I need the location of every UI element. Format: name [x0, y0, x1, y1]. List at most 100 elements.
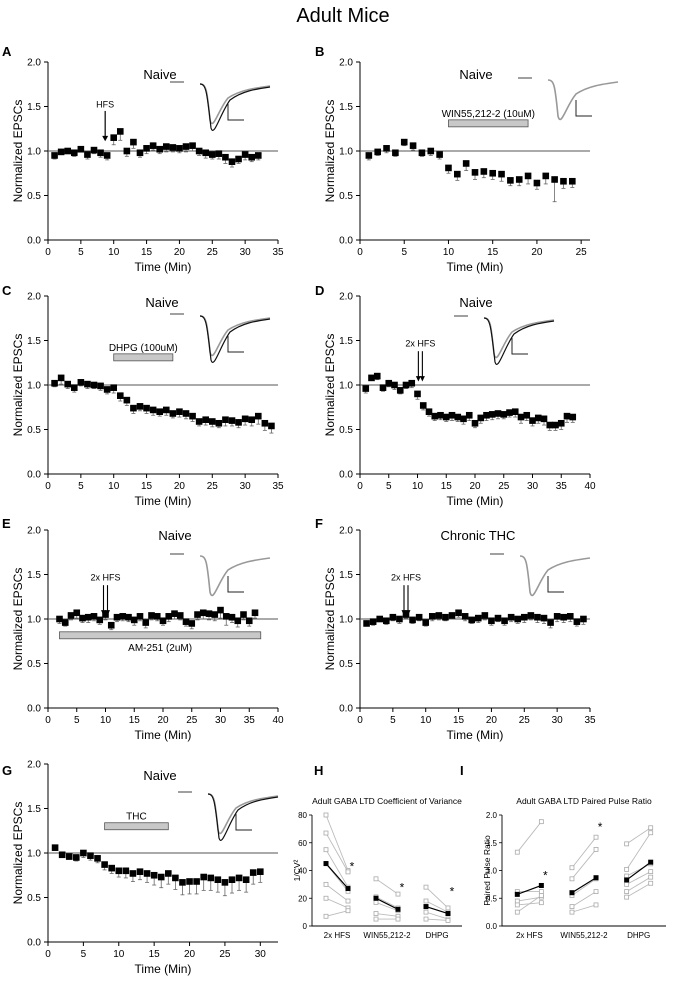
pair-point	[648, 880, 654, 886]
arrow-head	[419, 376, 425, 382]
data-point	[461, 613, 469, 620]
data-point	[515, 176, 523, 183]
data-point	[542, 172, 550, 180]
data-point	[494, 410, 502, 417]
data-point	[189, 412, 196, 420]
data-point	[431, 412, 439, 420]
data-point	[455, 609, 462, 617]
data-point	[169, 410, 177, 417]
y-tick-label: 0.0	[339, 236, 353, 247]
data-point	[94, 855, 101, 862]
drug-bar	[448, 119, 529, 128]
x-tick-label: 15	[141, 481, 153, 492]
panel-B: B Naive 0.0 0.5 1.0 1.5 2.0 0 5 10 15 20 25 Time (Min…	[315, 44, 590, 274]
pair-line	[626, 863, 651, 877]
pair-point	[445, 905, 451, 911]
data-point	[122, 867, 130, 875]
data-point	[193, 878, 200, 885]
x-tick-label: 20	[486, 715, 498, 726]
data-point	[507, 177, 514, 184]
x-axis-label: Time (Min)	[447, 494, 504, 508]
data-point	[202, 149, 210, 157]
mean-line	[626, 861, 652, 881]
y-tick-label: 0.5	[486, 894, 498, 903]
panel-I: I Adult GABA LTD Paired Pulse Ratio 0.0 0.5…	[460, 763, 666, 940]
data-point	[108, 864, 115, 872]
x-tick-label: 5	[81, 949, 87, 960]
data-point	[553, 613, 561, 620]
y-tick-label: 2.0	[27, 58, 41, 69]
x-tick-label: 10	[108, 247, 120, 258]
inset-trace	[454, 315, 555, 365]
data-point	[129, 870, 137, 877]
pair-point	[423, 898, 429, 904]
data-point	[415, 613, 423, 621]
x-tick-label: 0	[45, 715, 51, 726]
panel-title: Adult GABA LTD Paired Pulse Ratio	[516, 796, 652, 806]
panel-letter: B	[315, 44, 324, 59]
data-point	[527, 612, 535, 619]
data-point	[552, 421, 559, 429]
data-point	[57, 148, 65, 156]
pair-point	[593, 847, 599, 852]
data-point	[73, 609, 81, 617]
data-point	[517, 413, 525, 421]
data-point	[116, 392, 124, 399]
y-tick-label: 1.5	[339, 570, 353, 581]
pair-point	[624, 894, 630, 900]
y-tick-label: 1.5	[339, 336, 353, 347]
x-tick-label: 10	[420, 715, 432, 726]
data-point	[123, 147, 131, 155]
data-point	[101, 861, 108, 868]
data-point	[409, 616, 416, 624]
data-point	[84, 613, 92, 621]
x-tick-label: 35	[272, 247, 284, 258]
y-tick-label: 2.0	[27, 760, 41, 771]
x-tick-label: 25	[219, 949, 231, 960]
data-point	[77, 145, 85, 153]
data-point	[215, 419, 223, 427]
data-point	[551, 176, 558, 183]
data-point	[474, 614, 482, 622]
data-point	[77, 379, 85, 386]
data-point	[157, 873, 165, 881]
pair-point	[648, 825, 654, 831]
data-point	[489, 169, 496, 177]
data-point	[425, 408, 433, 415]
x-axis-label: Time (Min)	[135, 260, 192, 274]
pair-point	[423, 884, 429, 890]
x-tick-label: 25	[498, 481, 510, 492]
data-point	[573, 618, 581, 625]
pair-point	[624, 866, 630, 872]
y-tick-label: 0.5	[339, 659, 353, 670]
y-axis-label: Normalized EPSCs	[323, 334, 337, 437]
data-point	[67, 612, 75, 619]
data-point	[363, 620, 370, 627]
pair-line	[325, 849, 349, 888]
data-point	[427, 147, 435, 155]
x-tick-label: 40	[272, 715, 284, 726]
data-point	[130, 616, 138, 624]
data-point	[188, 620, 196, 627]
data-point	[115, 867, 123, 875]
pair-point	[538, 900, 544, 906]
x-tick-label: 20	[174, 481, 186, 492]
data-point	[87, 852, 94, 859]
pair-point	[373, 916, 379, 922]
x-tick-label: 10	[412, 481, 424, 492]
data-point	[136, 403, 144, 410]
panel-D: D Naive 0.0 0.5 1.0 1.5 2.0 0 5 10 15 20 25 30 35 40 Tim…	[315, 283, 596, 508]
data-point	[480, 168, 488, 175]
data-point	[261, 419, 269, 427]
data-point	[202, 416, 210, 424]
pair-line	[325, 814, 349, 871]
y-tick-label: 0.0	[339, 704, 353, 715]
stimulus-label: 2x HFS	[405, 339, 435, 349]
pair-point	[514, 902, 520, 908]
data-point	[514, 615, 522, 623]
y-tick-label: 1.0	[486, 867, 498, 876]
x-tick-label: 35	[244, 715, 256, 726]
x-tick-label: 0	[357, 247, 363, 258]
data-point	[215, 150, 223, 157]
data-point	[156, 408, 164, 415]
